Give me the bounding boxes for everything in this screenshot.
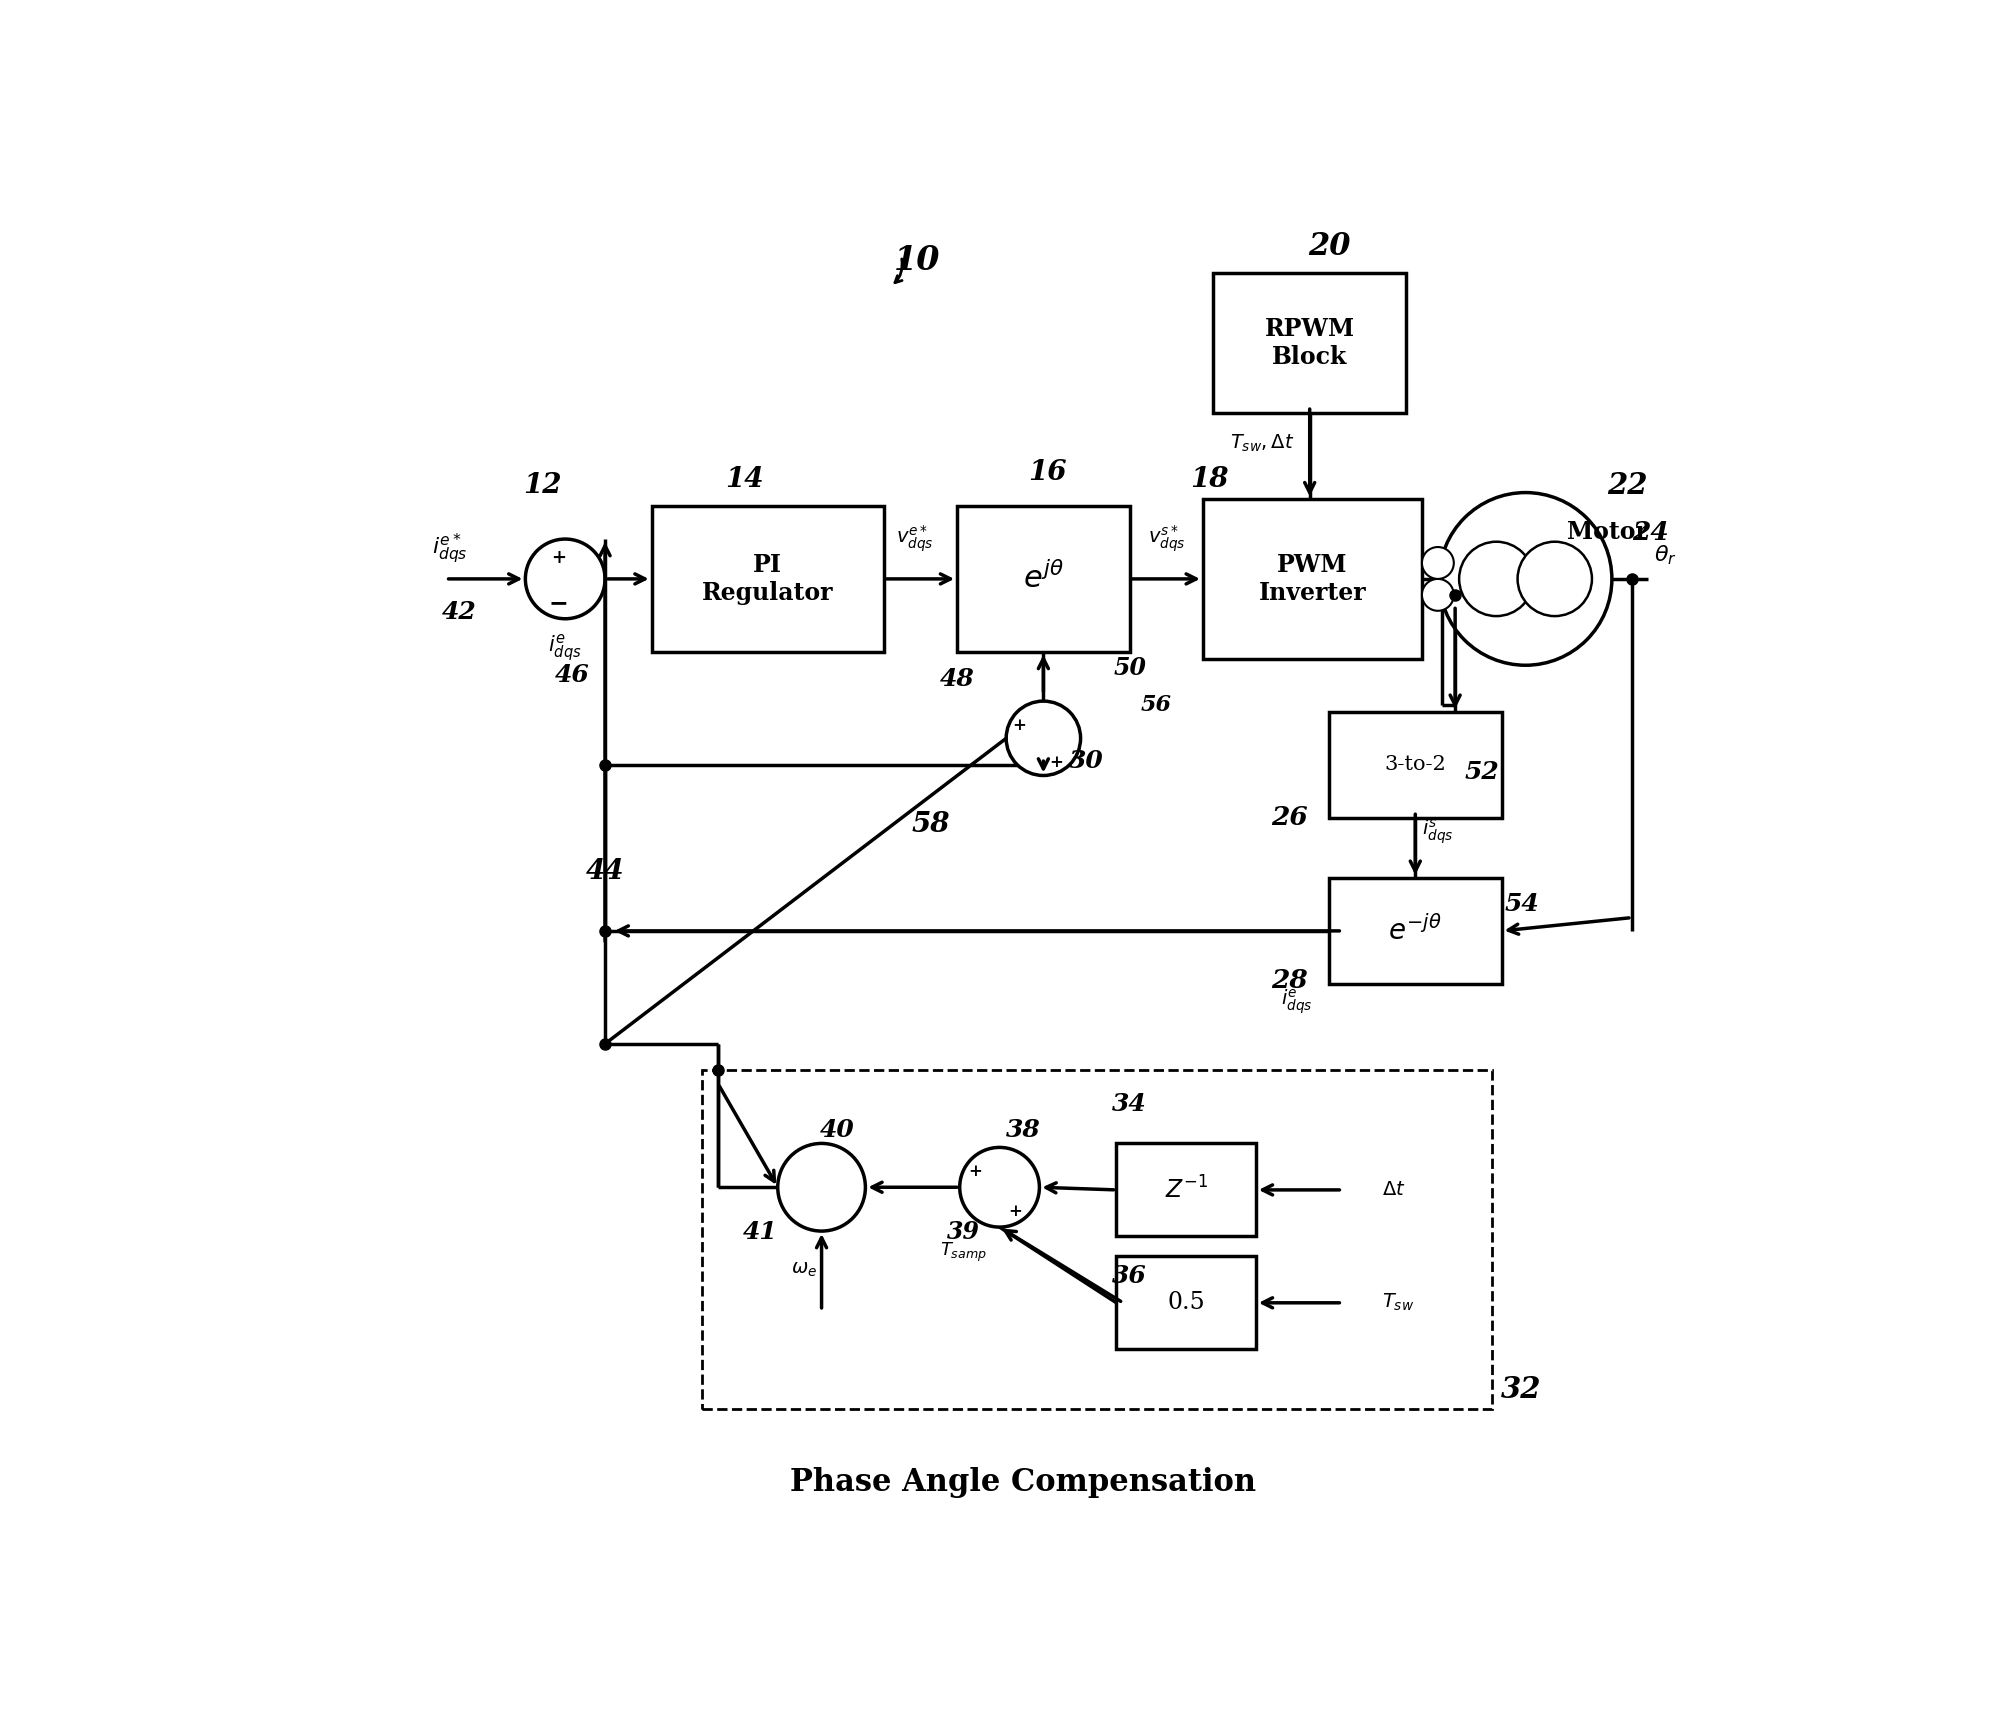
Text: 34: 34 (1112, 1092, 1146, 1116)
Text: Phase Angle Compensation: Phase Angle Compensation (791, 1466, 1256, 1497)
Text: 24: 24 (1632, 519, 1669, 545)
Text: 18: 18 (1190, 466, 1228, 493)
Circle shape (525, 538, 605, 619)
Text: $Z^{-1}$: $Z^{-1}$ (1164, 1176, 1208, 1204)
Text: $\theta_r$: $\theta_r$ (1654, 543, 1677, 568)
Text: +: + (1008, 1202, 1022, 1220)
Text: +: + (1050, 754, 1064, 771)
Text: 41: 41 (743, 1220, 779, 1244)
Text: −: − (549, 592, 569, 614)
Text: +: + (1012, 716, 1026, 733)
Text: 36: 36 (1112, 1264, 1146, 1289)
Text: 20: 20 (1308, 231, 1350, 262)
Text: 22: 22 (1608, 471, 1648, 500)
Text: +: + (551, 549, 565, 566)
Text: 56: 56 (1140, 693, 1172, 716)
Text: 58: 58 (911, 811, 951, 838)
Text: 12: 12 (523, 473, 561, 500)
Bar (703, 1070, 1492, 1409)
Text: 38: 38 (1006, 1118, 1040, 1142)
Text: +: + (969, 1163, 983, 1180)
Bar (1116, 1144, 1256, 1237)
Text: $e^{j\theta}$: $e^{j\theta}$ (1022, 562, 1064, 595)
Bar (1328, 878, 1502, 983)
Text: 28: 28 (1270, 968, 1308, 992)
Text: $e^{-j\theta}$: $e^{-j\theta}$ (1388, 916, 1442, 947)
Circle shape (1422, 547, 1454, 580)
Text: $i_{dqs}^{e}$: $i_{dqs}^{e}$ (1282, 987, 1312, 1016)
Text: $\omega_e$: $\omega_e$ (791, 1261, 817, 1278)
Text: 26: 26 (1270, 806, 1308, 830)
Text: 44: 44 (585, 857, 625, 885)
Text: Motor: Motor (1568, 521, 1648, 545)
Bar (957, 505, 1130, 652)
Circle shape (777, 1144, 865, 1232)
Bar (651, 505, 885, 652)
Bar (1116, 1256, 1256, 1349)
Text: 48: 48 (941, 666, 975, 690)
Circle shape (1440, 493, 1612, 666)
Text: 39: 39 (947, 1220, 981, 1244)
Bar (1202, 499, 1422, 659)
Text: 0.5: 0.5 (1168, 1292, 1204, 1314)
Text: $i_{dqs}^{s}$: $i_{dqs}^{s}$ (1422, 818, 1454, 845)
Text: 40: 40 (821, 1118, 855, 1142)
Text: 46: 46 (555, 662, 589, 687)
Circle shape (1460, 542, 1534, 616)
Circle shape (961, 1147, 1038, 1226)
Text: 50: 50 (1112, 656, 1146, 680)
Text: RPWM
Block: RPWM Block (1264, 317, 1354, 369)
Text: $v_{dqs}^{e*}$: $v_{dqs}^{e*}$ (897, 524, 933, 554)
Text: PWM
Inverter: PWM Inverter (1258, 554, 1366, 605)
Text: 32: 32 (1502, 1375, 1542, 1404)
Text: 42: 42 (441, 600, 477, 624)
Text: 3-to-2: 3-to-2 (1384, 756, 1446, 775)
Text: 30: 30 (1068, 749, 1102, 773)
Text: PI
Regulator: PI Regulator (703, 554, 833, 605)
Text: $\Delta t$: $\Delta t$ (1382, 1182, 1406, 1199)
Bar (1328, 712, 1502, 818)
Text: 54: 54 (1504, 892, 1540, 916)
Text: 16: 16 (1028, 459, 1066, 486)
Circle shape (1422, 580, 1454, 611)
Circle shape (1518, 542, 1592, 616)
Circle shape (1006, 700, 1080, 776)
Bar (1214, 274, 1406, 412)
Text: $i_{dqs}^{e*}$: $i_{dqs}^{e*}$ (431, 531, 467, 566)
Text: $T_{samp}$: $T_{samp}$ (941, 1240, 987, 1264)
Text: 10: 10 (895, 243, 941, 276)
Text: $i_{dqs}^{e}$: $i_{dqs}^{e}$ (549, 633, 581, 664)
Text: 14: 14 (725, 466, 763, 493)
Text: $v_{dqs}^{s*}$: $v_{dqs}^{s*}$ (1148, 524, 1186, 554)
Text: $T_{sw},\Delta t$: $T_{sw},\Delta t$ (1230, 433, 1294, 454)
Text: 52: 52 (1464, 759, 1500, 783)
Text: $T_{sw}$: $T_{sw}$ (1382, 1292, 1414, 1313)
